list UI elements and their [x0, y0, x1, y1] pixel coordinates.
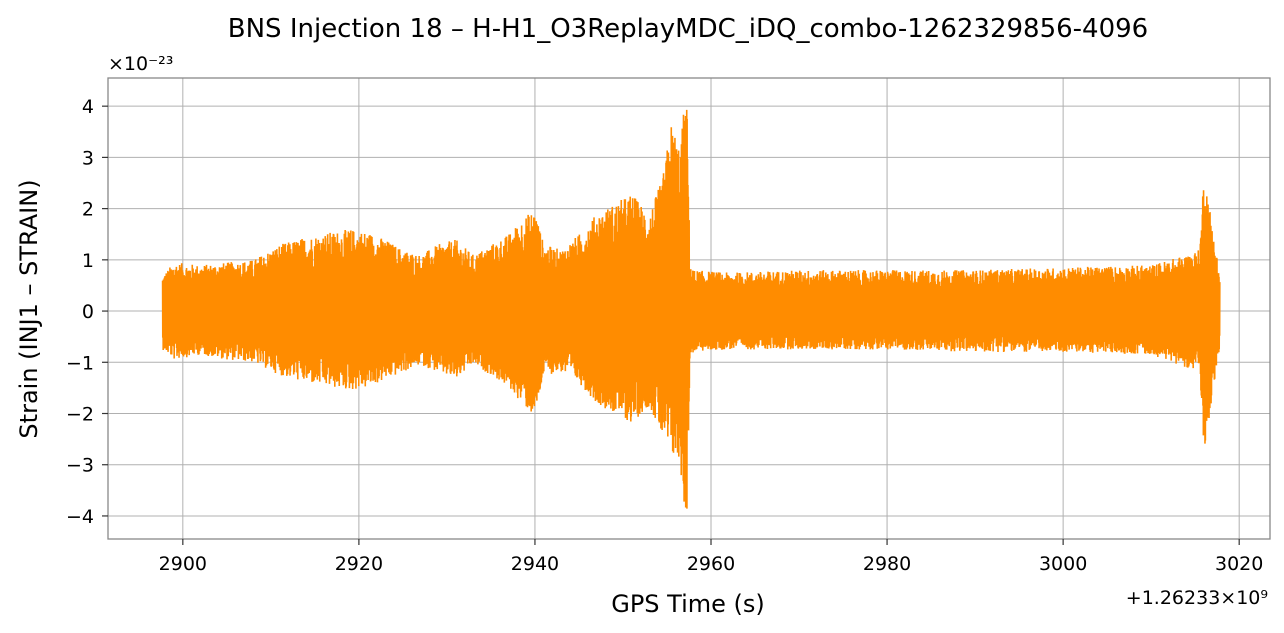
x-axis-label: GPS Time (s) — [611, 590, 765, 618]
y-scale-label: ×10⁻²³ — [108, 53, 173, 75]
x-tick-label: 2940 — [511, 553, 559, 575]
y-tick-label: −3 — [66, 455, 94, 477]
plot-area — [161, 109, 1221, 509]
y-tick-label: 2 — [82, 199, 94, 221]
plot-frame — [107, 77, 1271, 540]
x-tick-label: 3020 — [1215, 553, 1263, 575]
series-line — [161, 109, 1221, 509]
y-tick-label: 0 — [82, 301, 94, 323]
y-tick-label: −2 — [66, 404, 94, 426]
x-tick-label: 2960 — [687, 553, 735, 575]
y-tick-label: −1 — [66, 352, 94, 374]
y-tick-label: 1 — [82, 250, 94, 272]
y-tick-label: −4 — [66, 506, 94, 528]
x-axis: 2900 2920 2940 2960 2980 3000 3020 — [159, 539, 1263, 575]
chart-title: BNS Injection 18 – H-H1_O3ReplayMDC_iDQ_… — [228, 14, 1148, 44]
x-tick-label: 2900 — [159, 553, 207, 575]
y-axis-label: Strain (INJ1 – STRAIN) — [15, 179, 43, 438]
x-tick-label: 3000 — [1039, 553, 1087, 575]
x-offset-label: +1.26233×10⁹ — [1126, 587, 1268, 609]
y-tick-label: 3 — [82, 147, 94, 169]
x-tick-label: 2980 — [863, 553, 911, 575]
y-axis: −4 −3 −2 −1 0 1 2 3 4 — [66, 96, 108, 528]
x-tick-label: 2920 — [335, 553, 383, 575]
y-tick-label: 4 — [82, 96, 94, 118]
